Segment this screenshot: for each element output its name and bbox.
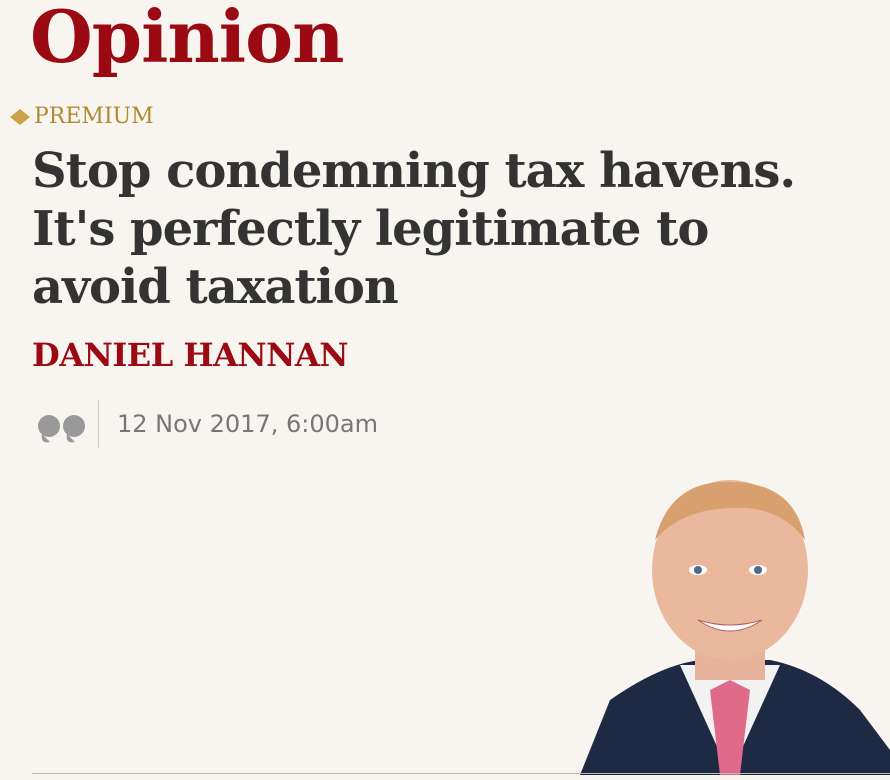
premium-badge: PREMIUM: [8, 104, 154, 129]
badge-text: PREMIUM: [34, 104, 154, 129]
section-title[interactable]: Opinion: [30, 0, 344, 79]
premium-icon: [10, 108, 30, 125]
separator: [98, 400, 99, 448]
divider: [32, 773, 890, 774]
author-photo: [580, 480, 890, 775]
meta: 12 Nov 2017, 6:00am: [36, 400, 378, 448]
quote-icon: [38, 415, 85, 443]
headline: Stop condemning tax havens. It's perfect…: [32, 143, 796, 315]
date: 12 Nov 2017, 6:00am: [117, 410, 378, 438]
author[interactable]: DANIEL HANNAN: [32, 336, 348, 374]
